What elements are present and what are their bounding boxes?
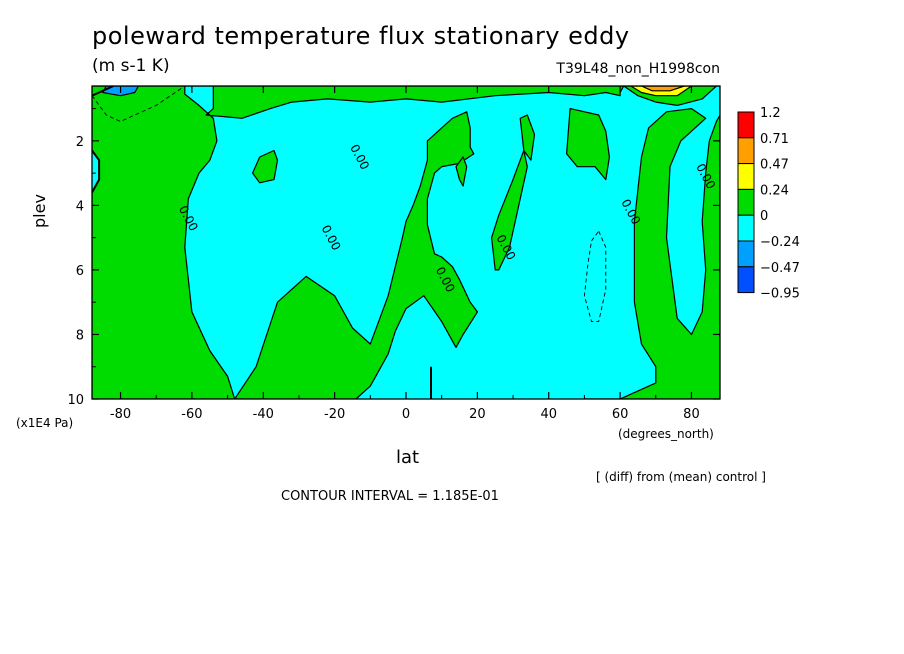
- contour-region-positive: [583, 86, 720, 399]
- contour-region-positive: [252, 149, 279, 184]
- dashed-contour-line: [583, 230, 607, 323]
- y-axis-unit: (x1E4 Pa): [16, 416, 74, 430]
- x-tick-label: 0: [402, 407, 410, 422]
- solid-contour-line: [92, 149, 101, 193]
- x-axis-unit: (degrees_north): [618, 427, 714, 441]
- contour-region-positive: [455, 156, 468, 187]
- colorbar-swatch: [737, 137, 755, 165]
- y-tick-label: 6: [76, 264, 84, 279]
- x-axis: -80 -60 -40 -20 0 20 40 60 80: [110, 86, 700, 422]
- colorbar-label: 1.2: [760, 106, 781, 121]
- y-tick-label: 4: [76, 199, 84, 214]
- plot-area: 0.000.000.000.000.000.000.00: [91, 85, 721, 400]
- colorbar: 1.2 0.71 0.47 0.24 0 −0.24 −0.47 −0.95: [737, 106, 800, 302]
- x-tick-label: -80: [110, 407, 131, 422]
- contour-lines: [92, 86, 607, 399]
- diff-note: [ (diff) from (mean) control ]: [596, 470, 766, 484]
- colorbar-swatch: [737, 214, 755, 242]
- colorbar-swatch: [737, 111, 755, 139]
- colorbar-swatch: [737, 240, 755, 268]
- y-tick-label: 10: [67, 393, 84, 408]
- x-tick-label: -60: [181, 407, 202, 422]
- x-tick-label: -40: [253, 407, 274, 422]
- chart-title: poleward temperature flux stationary edd…: [92, 22, 630, 50]
- contour-region-positive: [640, 86, 685, 92]
- chart-units: (m s-1 K): [92, 56, 170, 76]
- contour-region-positive: [491, 149, 528, 271]
- colorbar-swatch: [737, 163, 755, 190]
- contour-interval-label: CONTOUR INTERVAL = 1.185E-01: [281, 489, 499, 504]
- colorbar-swatch: [737, 266, 755, 294]
- solid-contour-line: [92, 86, 114, 97]
- y-axis-title: plev: [30, 194, 49, 228]
- contour-region-positive: [234, 111, 478, 399]
- colorbar-label: −0.47: [760, 261, 800, 276]
- x-tick-label: 20: [469, 407, 486, 422]
- colorbar-label: 0.24: [760, 183, 789, 198]
- x-tick-label: 80: [683, 407, 700, 422]
- colorbar-label: −0.95: [760, 287, 800, 302]
- y-tick-label: 8: [76, 328, 84, 343]
- y-axis: 2 4 6 8 10: [67, 108, 720, 408]
- colorbar-label: −0.24: [760, 235, 800, 250]
- x-tick-label: 40: [540, 407, 557, 422]
- x-tick-label: -20: [324, 407, 345, 422]
- colorbar-swatch: [737, 188, 755, 216]
- contour-region-positive: [565, 107, 611, 181]
- colorbar-label: 0.47: [760, 158, 789, 173]
- x-axis-title: lat: [396, 447, 420, 468]
- run-id-label: T39L48_non_H1998con: [556, 61, 720, 77]
- dashed-contour-line: [92, 86, 186, 122]
- contour-region-positive: [519, 114, 536, 161]
- y-tick-label: 2: [76, 135, 84, 150]
- colorbar-label: 0: [760, 209, 768, 224]
- x-tick-label: 60: [612, 407, 629, 422]
- colorbar-label: 0.71: [760, 132, 789, 147]
